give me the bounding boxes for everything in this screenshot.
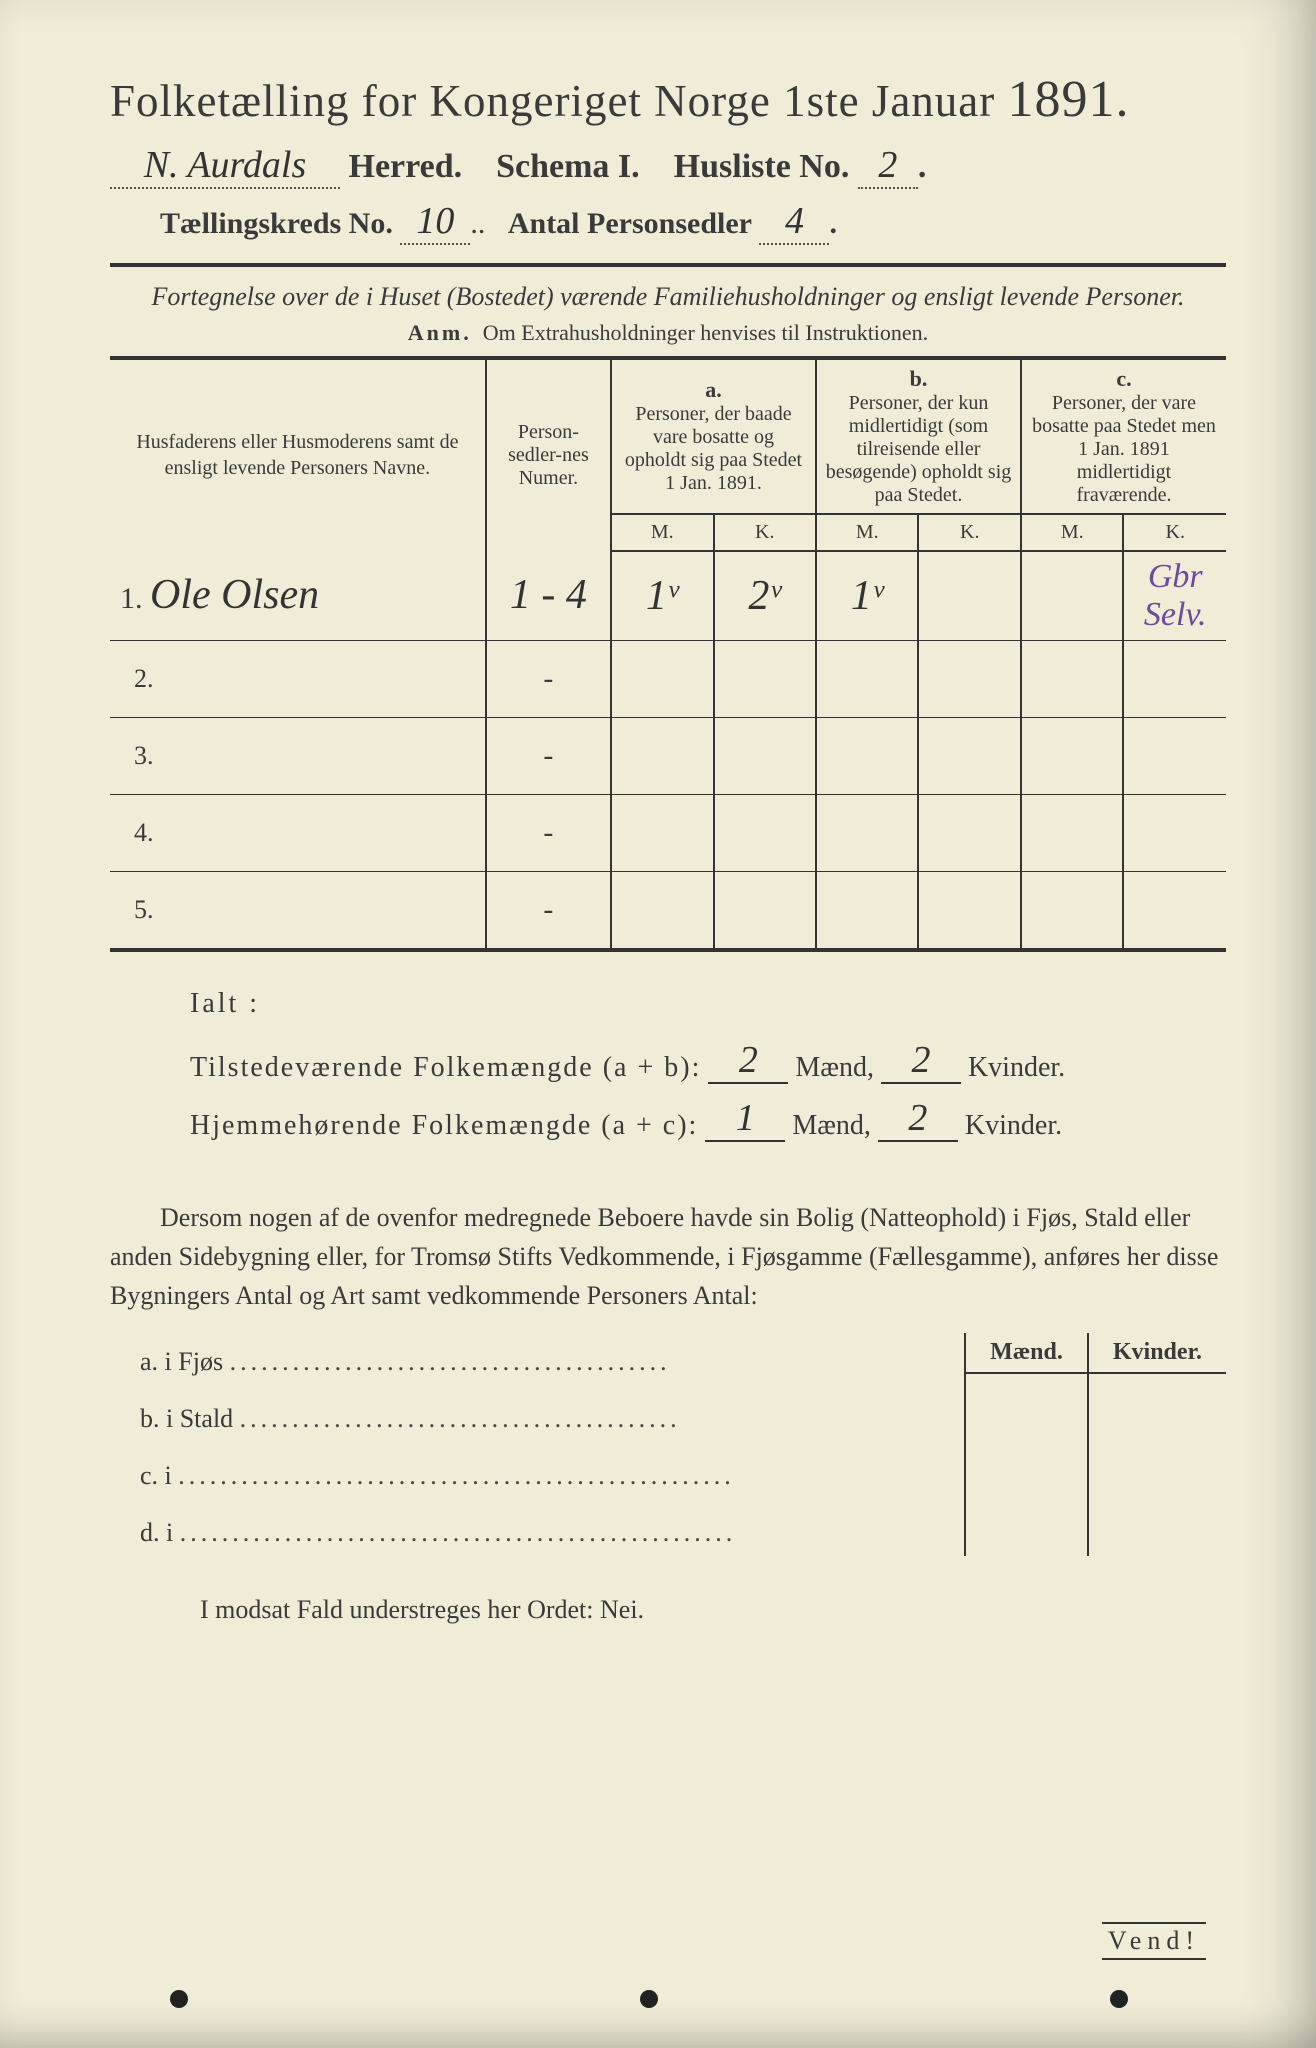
head-name-col: Husfaderens eller Husmoderens samt de en… bbox=[110, 358, 486, 551]
table-row: 3. - bbox=[110, 717, 1226, 794]
hjemme-line: Hjemmehørende Folkemængde (a + c): 1 Mæn… bbox=[190, 1096, 1226, 1142]
herred-value: N. Aurdals bbox=[110, 143, 340, 189]
punch-hole-icon bbox=[170, 1990, 188, 2008]
head-c: c. Personer, der vare bosatte paa Stedet… bbox=[1021, 358, 1226, 514]
a-k: K. bbox=[714, 514, 816, 551]
tilstede-k: 2 bbox=[881, 1038, 961, 1084]
entry-name: Ole Olsen bbox=[150, 572, 319, 618]
title-text: Folketælling for Kongeriget Norge 1ste J… bbox=[110, 76, 1008, 126]
tilstede-line: Tilstedeværende Folkemængde (a + b): 2 M… bbox=[190, 1038, 1226, 1084]
schema-label: Schema I. bbox=[496, 148, 640, 185]
punch-hole-icon bbox=[640, 1990, 658, 2008]
punch-hole-icon bbox=[1110, 1990, 1128, 2008]
tilstede-m: 2 bbox=[708, 1038, 788, 1084]
vend-label: Vend! bbox=[1102, 1922, 1206, 1960]
personsedler-value: 4 bbox=[759, 199, 829, 245]
head-numer-col: Person-sedler-nes Numer. bbox=[486, 358, 611, 551]
a-m: M. bbox=[611, 514, 713, 551]
census-form-page: Folketælling for Kongeriget Norge 1ste J… bbox=[0, 0, 1316, 2048]
anm-line: Anm. Om Extrahusholdninger henvises til … bbox=[110, 320, 1226, 346]
kreds-value: 10 bbox=[400, 199, 470, 245]
husliste-label: Husliste No. bbox=[674, 148, 850, 185]
mk-maend: Mænd. bbox=[965, 1333, 1088, 1373]
mk-kvinder: Kvinder. bbox=[1088, 1333, 1226, 1373]
building-block: a. i Fjøs ..............................… bbox=[110, 1333, 1226, 1562]
entry-note: Gbr Selv. bbox=[1144, 558, 1207, 633]
header-row-3: Tællingskreds No. 10.. Antal Personsedle… bbox=[110, 199, 1226, 245]
head-b: b. Personer, der kun midlertidigt (som t… bbox=[816, 358, 1021, 514]
title-year: 1891. bbox=[1008, 71, 1130, 128]
census-table: Husfaderens eller Husmoderens samt de en… bbox=[110, 356, 1226, 952]
table-body: 1. Ole Olsen 1 - 4 1ᵛ 2ᵛ 1ᵛ Gbr Selv. 2.… bbox=[110, 551, 1226, 950]
mk-table: Mænd. Kvinder. bbox=[964, 1333, 1226, 1556]
herred-label: Herred. bbox=[349, 148, 463, 185]
nei-line: I modsat Fald understreges her Ordet: Ne… bbox=[110, 1595, 1226, 1625]
anm-text: Om Extrahusholdninger henvises til Instr… bbox=[483, 320, 928, 345]
totals-block: Ialt : Tilstedeværende Folkemængde (a + … bbox=[110, 988, 1226, 1142]
subtitle: Fortegnelse over de i Huset (Bostedet) v… bbox=[110, 281, 1226, 314]
instruction-paragraph: Dersom nogen af de ovenfor medregnede Be… bbox=[110, 1198, 1226, 1315]
personsedler-label: Antal Personsedler bbox=[508, 207, 752, 240]
table-row: 2. - bbox=[110, 640, 1226, 717]
head-a: a. Personer, der baade vare bosatte og o… bbox=[611, 358, 816, 514]
c-m: M. bbox=[1021, 514, 1123, 551]
building-list: a. i Fjøs ..............................… bbox=[110, 1333, 954, 1562]
table-row: 1. Ole Olsen 1 - 4 1ᵛ 2ᵛ 1ᵛ Gbr Selv. bbox=[110, 551, 1226, 641]
hjemme-m: 1 bbox=[705, 1096, 785, 1142]
ialt-label: Ialt : bbox=[190, 988, 1226, 1020]
hjemme-k: 2 bbox=[878, 1096, 958, 1142]
header-row-2: N. Aurdals Herred. Schema I. Husliste No… bbox=[110, 143, 1226, 189]
b-k: K. bbox=[918, 514, 1020, 551]
kreds-label: Tællingskreds No. bbox=[160, 207, 393, 240]
table-row: 4. - bbox=[110, 794, 1226, 871]
table-head: Husfaderens eller Husmoderens samt de en… bbox=[110, 358, 1226, 551]
main-title: Folketælling for Kongeriget Norge 1ste J… bbox=[110, 70, 1226, 129]
rule-1 bbox=[110, 263, 1226, 267]
husliste-value: 2 bbox=[858, 143, 918, 189]
b-m: M. bbox=[816, 514, 918, 551]
anm-label: Anm. bbox=[408, 320, 472, 345]
table-row: 5. - bbox=[110, 871, 1226, 950]
subtitle-text: Fortegnelse over de i Huset (Bostedet) v… bbox=[151, 282, 1184, 311]
c-k: K. bbox=[1123, 514, 1226, 551]
